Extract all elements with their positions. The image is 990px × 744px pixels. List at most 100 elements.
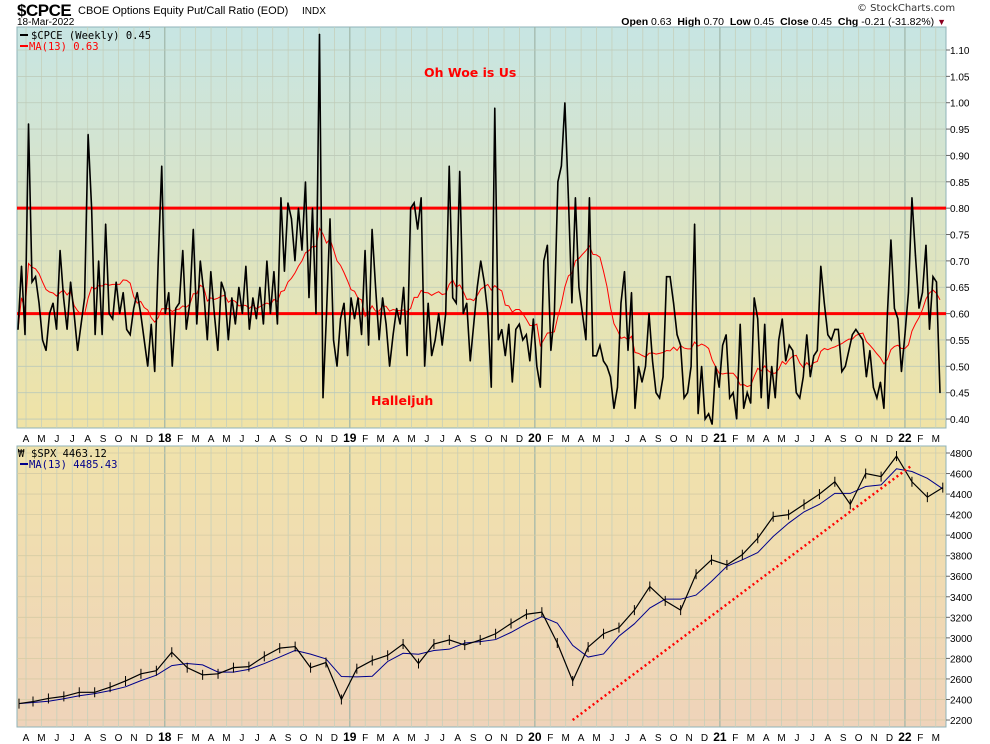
cpce-point (389, 365, 391, 367)
x-axis-label: M (191, 733, 199, 744)
cpce-point (45, 349, 47, 352)
high-value: 0.70 (703, 16, 725, 28)
spx-ma-legend-swatch (20, 463, 28, 465)
cpce-point (262, 323, 264, 325)
cpce-point (725, 334, 727, 336)
cpce-point (574, 197, 577, 199)
cpce-point (932, 276, 934, 278)
cpce-point (504, 355, 506, 357)
cpce-point (154, 370, 156, 373)
cpce-point (585, 339, 587, 341)
cpce-point (553, 313, 555, 315)
y-axis-label: 0.80 (950, 204, 970, 215)
cpce-point (227, 339, 229, 341)
x-axis-label: 18 (158, 431, 172, 445)
y-axis-label: 0.60 (950, 310, 970, 321)
cpce-point (711, 423, 713, 425)
cpce-point (715, 365, 717, 367)
cpce-point (620, 302, 622, 304)
y-axis-label: 4000 (950, 531, 973, 542)
x-axis-label: J (54, 434, 59, 445)
cpce-point (939, 392, 941, 394)
x-axis-label: J (810, 733, 815, 744)
cpce-point (634, 407, 636, 410)
cpce-point (476, 286, 478, 288)
y-axis-label: 2200 (950, 716, 973, 727)
cpce-point (581, 313, 584, 315)
x-axis-label: 19 (343, 431, 357, 445)
cpce-point (427, 302, 429, 304)
cpce-point (630, 291, 633, 294)
cpce-point (830, 339, 832, 341)
cpce-point (115, 281, 117, 283)
x-axis-label: N (685, 733, 692, 744)
cpce-point (175, 307, 177, 309)
cpce-point (157, 260, 159, 262)
x-axis-label: M (932, 733, 940, 744)
cpce-point (883, 407, 885, 410)
x-axis-label: D (886, 434, 893, 445)
cpce-point (283, 270, 286, 273)
cpce-point (788, 344, 790, 346)
cpce-point (764, 323, 766, 325)
cpce-point (701, 365, 703, 367)
cpce-point (616, 386, 619, 389)
x-axis-label: M (407, 434, 415, 445)
cpce-point (424, 365, 426, 367)
cpce-point (799, 397, 801, 399)
cpce-point (613, 407, 615, 410)
x-axis-label: M (592, 434, 600, 445)
cpce-point (308, 297, 310, 299)
cpce-point (543, 260, 545, 262)
cpce-point (806, 334, 808, 336)
cpce-point (94, 334, 96, 336)
cpce-point (494, 107, 496, 109)
x-axis-label: O (670, 434, 678, 445)
cpce-point (185, 328, 187, 331)
x-axis-label: M (747, 733, 755, 744)
cpce-point (367, 344, 370, 346)
cpce-point (760, 397, 762, 399)
cpce-point (900, 370, 903, 373)
cpce-point (518, 323, 520, 325)
cpce-legend: $CPCE (Weekly) 0.45 (31, 30, 151, 42)
cpce-point (431, 355, 433, 357)
x-axis-label: A (84, 434, 91, 445)
trendline (571, 464, 913, 722)
cpce-point (392, 334, 394, 336)
cpce-point (809, 376, 811, 378)
symbol-description: CBOE Options Equity Put/Call Ratio (EOD) (78, 5, 289, 17)
y-axis-label: 0.65 (950, 283, 970, 294)
cpce-point (662, 376, 664, 378)
cpce-point (122, 291, 124, 294)
cpce-point (98, 260, 100, 262)
y-axis-label: 4400 (950, 490, 973, 501)
cpce-line (17, 34, 941, 425)
x-axis-label: A (393, 733, 400, 744)
cpce-point (904, 334, 906, 336)
cpce-point (259, 286, 261, 288)
x-axis-label: O (485, 733, 493, 744)
cpce-point (473, 323, 475, 325)
y-axis-label: 0.85 (950, 178, 970, 189)
cpce-point (364, 249, 366, 251)
cpce-point (627, 349, 629, 352)
cpce-point (578, 286, 580, 288)
x-axis-label: A (763, 733, 770, 744)
cpce-point (911, 197, 913, 199)
cpce-point (441, 344, 443, 346)
x-axis-label: S (840, 434, 847, 445)
cpce-point (252, 297, 254, 299)
cpce-point (466, 302, 468, 304)
cpce-point (41, 339, 44, 341)
y-axis-label: 4800 (950, 449, 973, 460)
cpce-point (928, 328, 931, 331)
x-axis-label: J (70, 733, 75, 744)
y-axis-label: 0.95 (950, 125, 970, 136)
cpce-point (178, 302, 180, 304)
x-axis-label: S (470, 434, 477, 445)
cpce-point (241, 313, 243, 315)
cpce-point (651, 360, 654, 362)
cpce-point (231, 297, 233, 299)
cpce-point (301, 249, 303, 251)
